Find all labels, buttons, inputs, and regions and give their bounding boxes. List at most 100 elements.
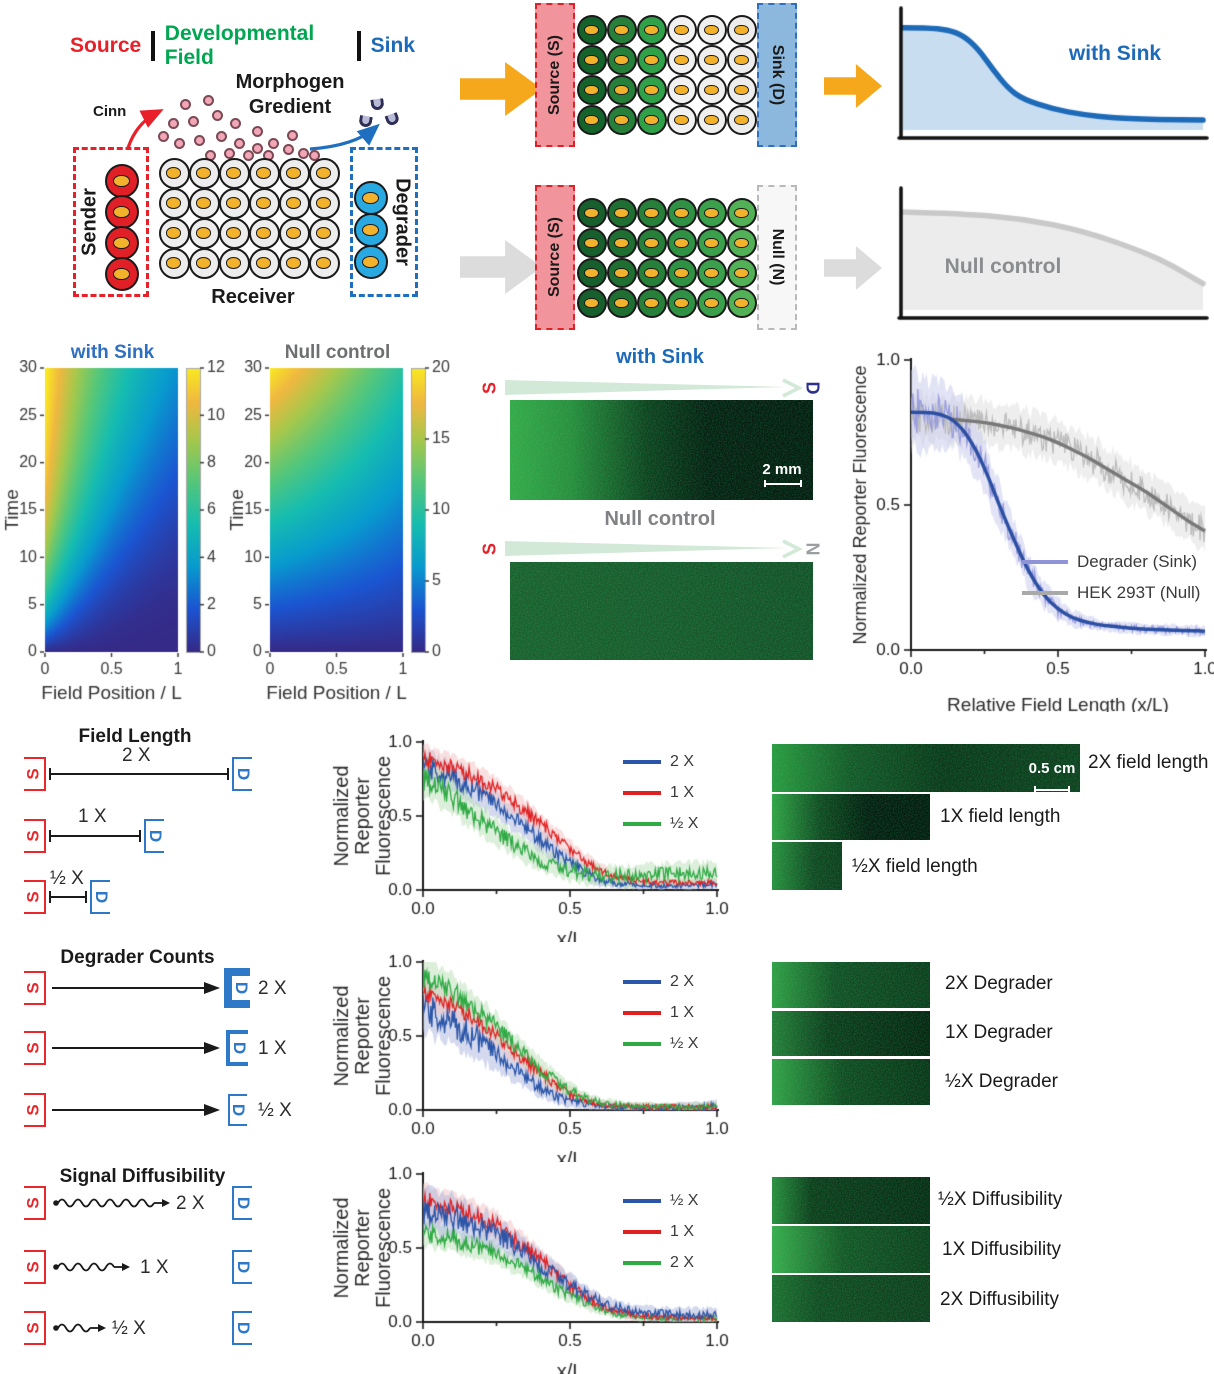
field-length-half-image	[772, 842, 842, 890]
cell-nucleus	[614, 114, 629, 126]
cell	[248, 247, 280, 279]
cell-nucleus	[734, 84, 749, 96]
cell-nucleus	[196, 197, 212, 209]
cell-nucleus	[256, 257, 272, 269]
diffusibility-value: ½ X	[112, 1318, 146, 1339]
degrader-bracket-2x: D	[224, 968, 251, 1008]
cell	[308, 187, 340, 219]
flow-arrow-icon	[824, 64, 882, 108]
field-length-value: 1 X	[78, 806, 107, 827]
legend-label: 1 X	[670, 1003, 695, 1021]
cell	[607, 228, 637, 258]
degrader-2x-image	[772, 962, 930, 1008]
legend-row: HEK 293T (Null)	[1022, 577, 1200, 608]
legend-line	[623, 979, 661, 984]
gradient-taper-arrow	[505, 539, 803, 559]
cell-nucleus	[614, 207, 629, 219]
cell	[697, 105, 727, 135]
field-length-value: ½ X	[50, 868, 84, 889]
diffusibility-2x-image	[772, 1275, 930, 1322]
legend-row: ½ X	[623, 1028, 698, 1059]
cartoon-header: Source Developmental Field Sink	[70, 22, 415, 70]
cell-nucleus	[226, 227, 242, 239]
cell-nucleus	[166, 227, 182, 239]
source-bar-label: Source (S)	[546, 216, 563, 298]
degrader-1x-image	[772, 1011, 930, 1056]
scalebar-label: 2 mm	[762, 461, 802, 478]
morphogen-dot	[216, 131, 227, 142]
legend-row: 1 X	[623, 997, 698, 1028]
legend-row: 2 X	[623, 1247, 698, 1278]
legend-line	[623, 1198, 661, 1203]
wavy-arrow	[53, 1198, 170, 1208]
source-bracket: S	[24, 1186, 46, 1220]
cell	[105, 195, 139, 229]
wavy-arrow	[53, 1323, 106, 1333]
header-source-label: Source	[70, 34, 142, 57]
cell	[577, 198, 607, 228]
main-chart-legend: Degrader (Sink) HEK 293T (Null)	[1022, 546, 1200, 608]
cell-nucleus	[226, 197, 242, 209]
cell-nucleus	[226, 257, 242, 269]
source-bracket: S	[24, 1250, 46, 1284]
degrader-counts-chart	[330, 942, 740, 1162]
degrader-count-value: 1 X	[258, 1038, 287, 1059]
cell-nucleus	[674, 114, 689, 126]
legend-label: 1 X	[670, 1222, 695, 1240]
cell-nucleus	[316, 227, 332, 239]
cell	[354, 213, 388, 247]
cell	[354, 181, 388, 215]
morphogen-dot	[298, 148, 309, 159]
cell-nucleus	[674, 267, 689, 279]
cell-nucleus	[113, 174, 131, 188]
cell	[637, 15, 667, 45]
cell	[218, 157, 250, 189]
scalebar	[764, 480, 802, 487]
cell-nucleus	[704, 237, 719, 249]
cell	[218, 187, 250, 219]
cell-nucleus	[674, 24, 689, 36]
scalebar-label: 0.5 cm	[1028, 760, 1076, 777]
cell-nucleus	[584, 207, 599, 219]
morphogen-dot	[180, 99, 191, 110]
legend-label: ½ X	[670, 814, 699, 832]
cell-nucleus	[362, 191, 380, 205]
cell	[188, 157, 220, 189]
cell-nucleus	[614, 54, 629, 66]
cell-nucleus	[644, 267, 659, 279]
source-bracket: S	[24, 880, 46, 914]
arrow-line	[52, 1042, 220, 1054]
degrader-bracket: D	[232, 1311, 253, 1345]
cell-nucleus	[166, 197, 182, 209]
cell-nucleus	[584, 114, 599, 126]
cell	[577, 228, 607, 258]
cell-nucleus	[704, 54, 719, 66]
diffusibility-half-image	[772, 1177, 930, 1224]
flow-arrow-icon	[460, 240, 542, 294]
microscopy-null-image	[510, 562, 813, 660]
cell-nucleus	[644, 84, 659, 96]
cell-nucleus	[704, 267, 719, 279]
null-letter: N	[802, 542, 823, 556]
legend-label: 1 X	[670, 783, 695, 801]
cell	[727, 228, 757, 258]
null-bar-label: Null (N)	[769, 228, 786, 286]
cell	[577, 105, 607, 135]
field-length-2x-label: 2X field length	[1088, 752, 1209, 773]
field-length-line	[49, 830, 141, 842]
source-bracket: S	[24, 1311, 46, 1345]
morphogen-dot	[212, 110, 223, 121]
cell-nucleus	[734, 237, 749, 249]
legend-label: 2 X	[670, 1253, 695, 1271]
null-bar	[757, 185, 797, 330]
degrader-counts-legend: 2 X 1 X ½ X	[623, 966, 698, 1059]
cell-nucleus	[674, 207, 689, 219]
cell-nucleus	[584, 237, 599, 249]
cell	[105, 164, 139, 198]
cell	[607, 45, 637, 75]
cell-nucleus	[316, 197, 332, 209]
cell	[667, 228, 697, 258]
cell	[577, 75, 607, 105]
cell-nucleus	[196, 167, 212, 179]
legend-line	[623, 1010, 661, 1015]
